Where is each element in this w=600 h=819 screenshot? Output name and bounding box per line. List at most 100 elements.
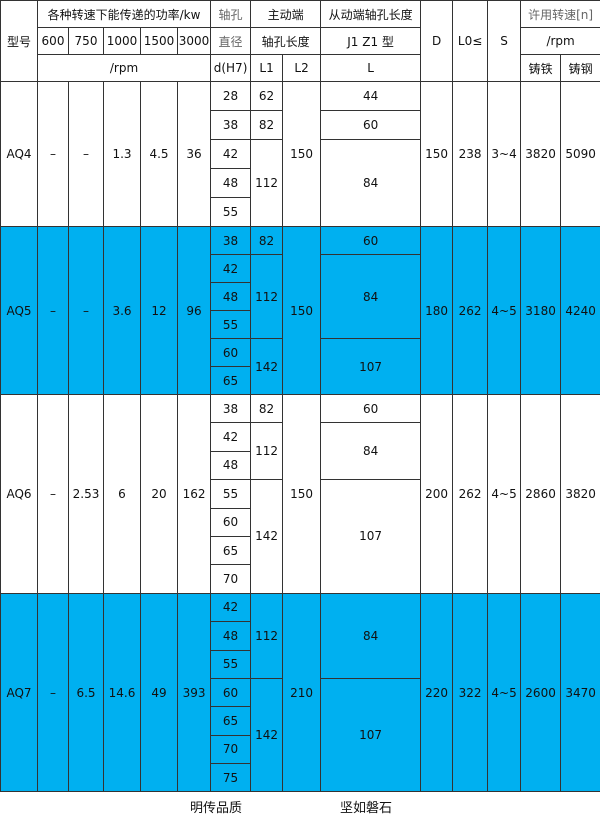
L1-cell: 112: [251, 423, 283, 480]
model-cell: AQ4: [1, 82, 38, 227]
bore-diameter-cell: 48: [211, 169, 251, 198]
steel-cell: 4240: [561, 227, 600, 395]
power-cell: 14.6: [104, 593, 141, 792]
L0-cell: 238: [453, 82, 488, 227]
header-speed: 3000: [178, 28, 211, 55]
header-L2: L2: [283, 55, 321, 82]
header-bore: 轴孔: [211, 1, 251, 28]
L1-cell: 82: [251, 227, 283, 255]
power-cell: 96: [178, 227, 211, 395]
bore-diameter-cell: 65: [211, 367, 251, 395]
header-rpm: /rpm: [38, 55, 211, 82]
bore-diameter-cell: 75: [211, 764, 251, 792]
bore-diameter-cell: 60: [211, 339, 251, 367]
S-cell: 3~4: [488, 82, 521, 227]
header-L: L: [321, 55, 421, 82]
L0-cell: 262: [453, 227, 488, 395]
bore-diameter-cell: 42: [211, 593, 251, 621]
L1-cell: 112: [251, 593, 283, 678]
bore-diameter-cell: 55: [211, 311, 251, 339]
bore-diameter-cell: 55: [211, 198, 251, 227]
power-cell: –: [38, 82, 69, 227]
power-cell: –: [69, 82, 104, 227]
bore-diameter-cell: 38: [211, 111, 251, 140]
L1-cell: 82: [251, 395, 283, 423]
power-cell: 12: [141, 227, 178, 395]
header-allow-speed: 许用转速[n]: [521, 1, 600, 28]
bore-diameter-cell: 48: [211, 622, 251, 650]
bore-diameter-cell: 55: [211, 650, 251, 678]
power-cell: 6.5: [69, 593, 104, 792]
L-cell: 84: [321, 255, 421, 339]
S-cell: 4~5: [488, 227, 521, 395]
L-cell: 84: [321, 423, 421, 480]
bore-diameter-cell: 38: [211, 227, 251, 255]
bore-diameter-cell: 65: [211, 536, 251, 564]
bore-diameter-cell: 42: [211, 140, 251, 169]
L-cell: 107: [321, 678, 421, 792]
header-D: D: [421, 1, 453, 82]
L1-cell: 112: [251, 140, 283, 227]
L1-cell: 82: [251, 111, 283, 140]
bore-diameter-cell: 48: [211, 451, 251, 479]
header-drive-2: 轴孔长度: [251, 28, 321, 55]
bore-diameter-cell: 70: [211, 735, 251, 763]
header-model: 型号: [1, 1, 38, 82]
L0-cell: 262: [453, 395, 488, 594]
power-cell: 2.53: [69, 395, 104, 594]
header-allow-rpm: /rpm: [521, 28, 600, 55]
steel-cell: 5090: [561, 82, 600, 227]
header-speed: 750: [69, 28, 104, 55]
footer-slogan-left: 明传品质: [190, 797, 242, 816]
power-cell: 6: [104, 395, 141, 594]
D-cell: 180: [421, 227, 453, 395]
L-cell: 107: [321, 480, 421, 594]
header-L1: L1: [251, 55, 283, 82]
power-cell: –: [38, 395, 69, 594]
power-cell: 36: [178, 82, 211, 227]
L-cell: 84: [321, 593, 421, 678]
power-cell: 20: [141, 395, 178, 594]
model-cell: AQ6: [1, 395, 38, 594]
D-cell: 150: [421, 82, 453, 227]
power-cell: –: [69, 227, 104, 395]
L2-cell: 150: [283, 82, 321, 227]
D-cell: 220: [421, 593, 453, 792]
header-drive: 主动端: [251, 1, 321, 28]
L1-cell: 142: [251, 678, 283, 792]
iron-cell: 2860: [521, 395, 561, 594]
header-bore-3: d(H7): [211, 55, 251, 82]
header-L0: L0≤: [453, 1, 488, 82]
D-cell: 200: [421, 395, 453, 594]
steel-cell: 3470: [561, 593, 600, 792]
header-steel: 铸钢: [561, 55, 600, 82]
L2-cell: 210: [283, 593, 321, 792]
bore-diameter-cell: 65: [211, 707, 251, 735]
power-cell: 49: [141, 593, 178, 792]
model-cell: AQ5: [1, 227, 38, 395]
L-cell: 84: [321, 140, 421, 227]
bore-diameter-cell: 42: [211, 423, 251, 451]
S-cell: 4~5: [488, 593, 521, 792]
header-iron: 铸铁: [521, 55, 561, 82]
footer: 明传品质 坚如磐石: [0, 792, 600, 819]
header-speed: 600: [38, 28, 69, 55]
S-cell: 4~5: [488, 395, 521, 594]
header-driven-2: J1 Z1 型: [321, 28, 421, 55]
header-driven: 从动端轴孔长度: [321, 1, 421, 28]
bore-diameter-cell: 55: [211, 480, 251, 508]
coupling-spec-table: 型号 各种转速下能传递的功率/kw 轴孔 主动端 从动端轴孔长度 D L0≤ S…: [0, 0, 600, 792]
bore-diameter-cell: 70: [211, 565, 251, 593]
model-cell: AQ7: [1, 593, 38, 792]
bore-diameter-cell: 38: [211, 395, 251, 423]
L1-cell: 62: [251, 82, 283, 111]
L1-cell: 142: [251, 339, 283, 395]
footer-slogan-right: 坚如磐石: [340, 797, 392, 816]
L-cell: 107: [321, 339, 421, 395]
L-cell: 60: [321, 111, 421, 140]
power-cell: 162: [178, 395, 211, 594]
